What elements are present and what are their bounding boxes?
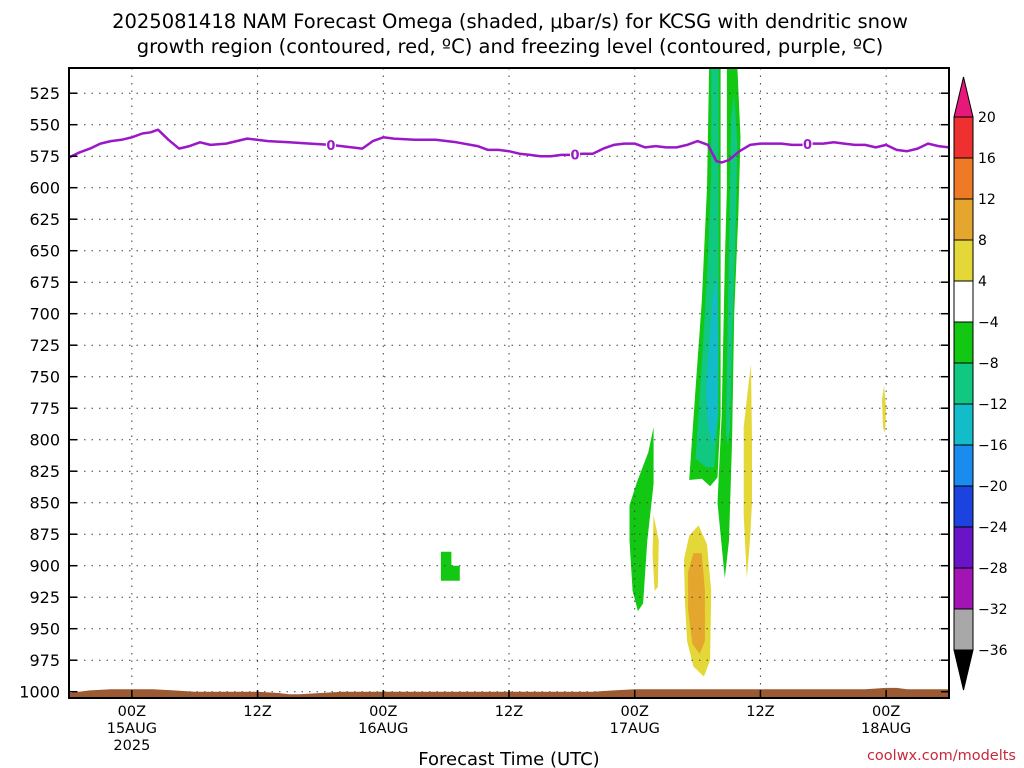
colorbar-label: −32	[978, 602, 1008, 618]
y-tick-label: 925	[29, 588, 60, 607]
colorbar-label: −24	[978, 520, 1008, 536]
x-tick-label: 12Z	[495, 704, 523, 720]
colorbar-bin	[953, 198, 974, 241]
x-tick-label: 00Z	[621, 704, 649, 720]
y-tick-label: 750	[29, 368, 60, 387]
omega-region-1	[629, 427, 654, 612]
y-tick-label: 900	[29, 557, 60, 576]
colorbar-label: −28	[978, 561, 1008, 577]
x-tick-label: 12Z	[243, 704, 271, 720]
grid-layer	[69, 68, 949, 698]
colorbar-bin	[953, 321, 974, 364]
omega-region-10	[743, 364, 752, 579]
y-tick-label: 950	[29, 620, 60, 639]
y-tick-label: 1000	[19, 683, 60, 702]
freezing-level-label: 0	[570, 149, 579, 164]
chart-title-line-2: growth region (contoured, red, ºC) and f…	[137, 35, 884, 58]
colorbar-bin	[953, 280, 974, 323]
colorbar-label: 16	[978, 151, 996, 167]
colorbar-bin	[953, 526, 974, 569]
omega-region-11	[882, 385, 887, 434]
y-tick-label: 675	[29, 273, 60, 292]
omega-region-6	[706, 273, 719, 446]
y-tick-label: 775	[29, 399, 60, 418]
colorbar-label: 12	[978, 192, 996, 208]
y-tick-label: 850	[29, 494, 60, 513]
x-tick-label: 00Z	[118, 704, 146, 720]
freezing-level-label: 0	[326, 139, 335, 154]
y-tick-label: 600	[29, 179, 60, 198]
freezing-label-bg-2	[802, 136, 813, 153]
freezing-level-line	[68, 128, 950, 164]
colorbar-label: −4	[978, 315, 999, 331]
y-tick-label: 625	[29, 210, 60, 229]
x-tick-date: 18AUG	[861, 721, 911, 737]
x-tick-date: 16AUG	[358, 721, 408, 737]
colorbar-bin	[953, 362, 974, 405]
x-tick-label: 00Z	[872, 704, 900, 720]
y-axis-ticks: 525 550 575 600 625 650 675 700 725 750 775 800 825 8…	[19, 84, 949, 702]
y-tick-label: 875	[29, 525, 60, 544]
colorbar-bin	[953, 116, 974, 159]
colorbar-label: −16	[978, 438, 1008, 454]
colorbar-bottom-triangle	[953, 649, 974, 691]
colorbar-label: −36	[978, 643, 1008, 659]
x-tick-label: 00Z	[369, 704, 397, 720]
colorbar-bin	[953, 403, 974, 446]
credit-text: coolwx.com/modelts	[867, 748, 1016, 764]
colorbar-top-triangle	[953, 76, 974, 118]
colorbar-label: −8	[978, 356, 999, 372]
colorbar-bin	[953, 608, 974, 651]
colorbar-bin	[953, 567, 974, 610]
y-tick-label: 575	[29, 147, 60, 166]
chart-title-line-1: 2025081418 NAM Forecast Omega (shaded, μ…	[112, 10, 908, 33]
colorbar-bin	[953, 239, 974, 282]
y-tick-label: 975	[29, 651, 60, 670]
y-tick-label: 800	[29, 431, 60, 450]
freezing-level-label: 0	[803, 138, 812, 153]
freezing-label-bg-1	[570, 146, 580, 163]
colorbar-bin	[953, 444, 974, 487]
freezing-label-bg-0	[325, 136, 336, 153]
x-axis-title: Forecast Time (UTC)	[418, 749, 599, 768]
colorbar-label: 20	[978, 110, 996, 126]
colorbar-label: 4	[978, 274, 987, 290]
y-tick-label: 825	[29, 462, 60, 481]
x-tick-year: 2025	[113, 738, 150, 754]
omega-region-7	[652, 515, 659, 591]
y-tick-label: 650	[29, 242, 60, 261]
y-tick-label: 550	[29, 116, 60, 135]
colorbar-bin	[953, 485, 974, 528]
y-tick-label: 725	[29, 336, 60, 355]
x-tick-date: 17AUG	[610, 721, 660, 737]
omega-region-5	[725, 93, 738, 446]
colorbar-bin	[953, 157, 974, 200]
omega-shading-layer	[440, 68, 887, 677]
y-tick-label: 525	[29, 84, 60, 103]
x-tick-label: 12Z	[746, 704, 774, 720]
colorbar-label: −20	[978, 479, 1008, 495]
colorbar-label: 8	[978, 233, 987, 249]
x-tick-date: 15AUG	[107, 721, 157, 737]
colorbar-label: −12	[978, 397, 1008, 413]
freezing-level-layer: 0 0 0	[68, 128, 950, 164]
colorbar: 20 16 12 8 4 −4 −8 −12 −16 −20 −24 −28 −32 −36	[953, 76, 1008, 691]
y-tick-label: 700	[29, 305, 60, 324]
omega-region-0	[440, 551, 460, 581]
